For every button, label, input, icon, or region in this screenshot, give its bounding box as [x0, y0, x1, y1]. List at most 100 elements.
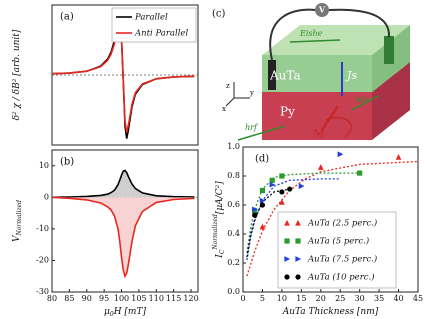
- legend-swatch: [295, 256, 302, 262]
- x-tick-label: 80: [47, 294, 57, 303]
- point: [337, 151, 344, 158]
- x-tick-label: 25: [335, 294, 345, 303]
- panel-label: (b): [60, 157, 74, 168]
- x-tick-label: 105: [131, 294, 146, 303]
- y-tick-label: 0: [44, 192, 49, 201]
- x-tick-label: 95: [99, 294, 109, 303]
- legend-label: AuTa (2.5 perc.): [307, 218, 377, 229]
- y-tick-label: 0.8: [227, 171, 240, 180]
- point: [252, 212, 258, 218]
- point: [357, 170, 363, 176]
- m-label: M: [313, 127, 324, 140]
- legend-swatch: [284, 274, 290, 280]
- line: [51, 19, 195, 133]
- x-tick-label: 15: [296, 294, 306, 303]
- legend-label: AuTa (5 perc.): [307, 236, 369, 247]
- legend-box: [111, 7, 197, 43]
- py-label: Py: [280, 105, 295, 119]
- legend-label: Anti Parallel: [134, 29, 188, 39]
- x-tick-label: 5: [260, 294, 265, 303]
- point: [259, 202, 266, 208]
- panel-label: (d): [255, 154, 269, 165]
- point: [287, 186, 293, 192]
- legend-swatch: [295, 219, 301, 226]
- contact-right: [384, 36, 394, 64]
- legend-label: Parallel: [134, 13, 168, 23]
- x-tick-label: 0: [240, 294, 245, 303]
- y-tick-label: 10: [39, 161, 49, 170]
- diagram: V Eishe AuTa Js Py Hdc hrf M x y z (c): [212, 3, 410, 141]
- x-label: x: [222, 105, 226, 113]
- y-label-sub: C: [219, 249, 226, 254]
- x-tick-label: 35: [374, 294, 384, 303]
- x-tick-label: 30: [355, 294, 365, 303]
- plot-frame: [242, 146, 419, 293]
- legend-swatch: [284, 238, 290, 244]
- axis-x: [225, 97, 235, 107]
- legend-label: AuTa (10 perc.): [307, 272, 375, 283]
- precession: [325, 116, 352, 138]
- y-label-sub: Normalized: [16, 200, 23, 237]
- y-tick-label: -10: [36, 224, 49, 233]
- y-label-main: I: [215, 254, 225, 259]
- fit-line: [246, 188, 290, 258]
- auta-front: [262, 55, 372, 92]
- fit-line: [246, 172, 360, 253]
- x-tick-label: 115: [166, 294, 181, 303]
- wire: [269, 8, 391, 61]
- y-tick-label: 1.0: [227, 142, 240, 151]
- y-tick-label: 0.0: [227, 287, 240, 296]
- y-axis-label: ICNormalized[μA/C²]: [212, 181, 226, 259]
- line: [51, 169, 195, 199]
- y-label-sup: Normalized: [212, 214, 219, 251]
- x-tick-label: 85: [64, 294, 74, 303]
- voltmeter: [315, 3, 329, 17]
- point: [252, 206, 258, 213]
- y-tick-label: 0.6: [227, 200, 240, 209]
- point: [298, 183, 305, 190]
- area: [52, 197, 195, 277]
- point: [279, 189, 285, 195]
- js-label: Js: [345, 69, 357, 82]
- hdc-arrow: [351, 95, 379, 111]
- y-tick-label: 0.2: [227, 258, 240, 267]
- py-side: [372, 62, 410, 140]
- point: [259, 197, 266, 204]
- line: [51, 196, 195, 279]
- x-tick-label: 100: [114, 294, 129, 303]
- py-front: [262, 92, 372, 140]
- point: [269, 181, 276, 188]
- x-tick-label: 20: [316, 294, 326, 303]
- x-tick-label: 90: [82, 294, 92, 303]
- y-label-unit: [μA/C²]: [215, 181, 225, 214]
- voltage-label: V: [318, 5, 326, 15]
- point: [259, 223, 266, 230]
- y-label-main: δ² χ / δB² [arb. unit]: [12, 29, 22, 120]
- field-arrow: [289, 39, 341, 43]
- hdc-label: Hdc: [354, 96, 370, 104]
- y-axis-label: VNormalized: [12, 200, 24, 242]
- legend-swatch: [284, 219, 290, 226]
- area: [52, 170, 195, 198]
- point: [279, 173, 285, 179]
- y-axis-label: δ² χ / δB² [arb. unit]: [12, 29, 22, 120]
- auta-label: AuTa: [269, 69, 301, 83]
- x-axis-label: AuTa Thickness [nm]: [282, 307, 379, 317]
- y-tick-label: -30: [36, 287, 49, 296]
- contact-left: [268, 60, 276, 90]
- legend-swatch: [284, 256, 291, 262]
- panel-label: (a): [60, 12, 74, 23]
- legend-label: AuTa (7.5 perc.): [307, 254, 377, 265]
- point: [259, 187, 266, 194]
- point: [317, 164, 324, 170]
- point: [269, 177, 275, 183]
- x-label-main: AuTa Thickness [nm]: [282, 307, 379, 317]
- y-tick-label: 0.4: [227, 229, 240, 238]
- plot-frame: [51, 149, 199, 293]
- x-label-sub: 0: [110, 311, 114, 318]
- hrf-label: hrf: [245, 123, 259, 132]
- field-label: Eishe: [299, 29, 323, 38]
- x-tick-label: 120: [183, 294, 198, 303]
